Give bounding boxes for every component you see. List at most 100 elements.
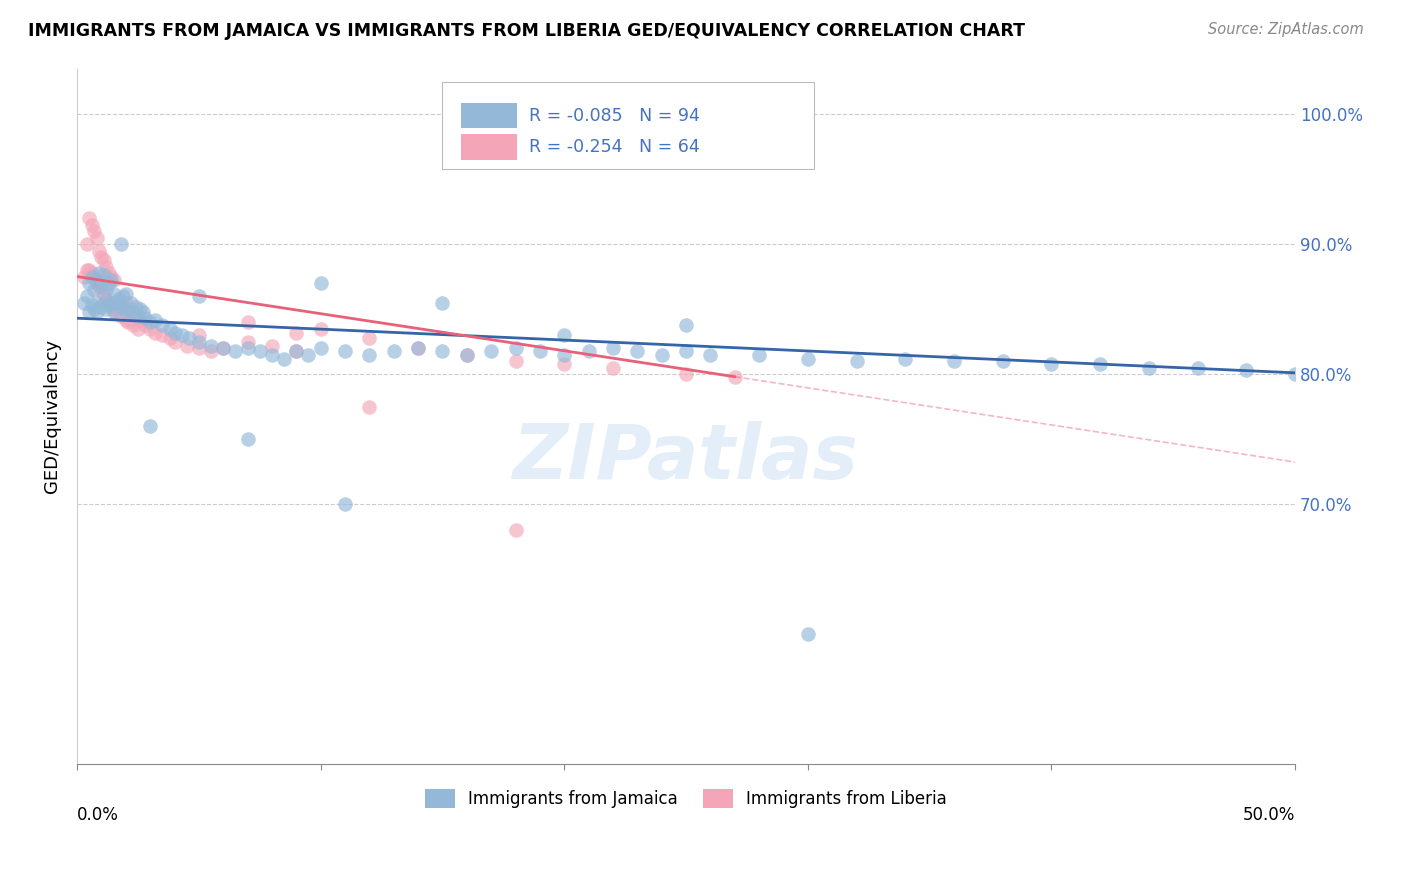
FancyBboxPatch shape bbox=[461, 103, 517, 128]
Point bbox=[100, 273, 122, 287]
Point bbox=[163, 326, 186, 340]
Point bbox=[797, 351, 820, 366]
Point bbox=[103, 286, 125, 301]
Point bbox=[87, 278, 110, 293]
Point bbox=[107, 292, 129, 306]
Point bbox=[90, 250, 112, 264]
Point bbox=[626, 343, 648, 358]
Point bbox=[103, 273, 125, 287]
Point bbox=[553, 348, 575, 362]
Point bbox=[77, 211, 100, 225]
Point bbox=[159, 331, 181, 345]
Point bbox=[212, 341, 235, 355]
Point bbox=[943, 354, 966, 368]
Point bbox=[105, 304, 128, 318]
Point bbox=[333, 497, 356, 511]
Point bbox=[845, 354, 868, 368]
Point bbox=[97, 266, 120, 280]
Point bbox=[1234, 363, 1257, 377]
Point bbox=[309, 321, 332, 335]
Point bbox=[105, 295, 128, 310]
Point bbox=[129, 302, 152, 317]
Point bbox=[150, 318, 173, 332]
Point bbox=[96, 292, 118, 306]
Point bbox=[96, 302, 118, 317]
Point bbox=[100, 295, 122, 310]
Point bbox=[991, 354, 1014, 368]
Point bbox=[100, 269, 122, 284]
Point bbox=[285, 343, 308, 358]
Point bbox=[87, 266, 110, 280]
Point bbox=[112, 289, 135, 303]
Point bbox=[894, 351, 917, 366]
Point bbox=[553, 328, 575, 343]
Point bbox=[77, 263, 100, 277]
Point bbox=[110, 309, 132, 323]
Point bbox=[143, 326, 166, 340]
Text: R = -0.254   N = 64: R = -0.254 N = 64 bbox=[529, 138, 700, 156]
Point bbox=[159, 321, 181, 335]
FancyBboxPatch shape bbox=[443, 82, 814, 169]
Text: ZIPatlas: ZIPatlas bbox=[513, 421, 859, 495]
Point bbox=[96, 260, 118, 275]
Point bbox=[187, 334, 209, 349]
Point bbox=[110, 237, 132, 252]
Point bbox=[297, 348, 319, 362]
Text: 0.0%: 0.0% bbox=[77, 806, 120, 824]
Point bbox=[333, 343, 356, 358]
Point bbox=[110, 300, 132, 314]
Point bbox=[124, 309, 146, 323]
Point bbox=[163, 334, 186, 349]
Point bbox=[699, 348, 721, 362]
Point bbox=[406, 341, 429, 355]
Point bbox=[260, 348, 283, 362]
Point bbox=[406, 341, 429, 355]
Point bbox=[553, 357, 575, 371]
Point bbox=[80, 266, 103, 280]
Point bbox=[90, 300, 112, 314]
Point bbox=[797, 627, 820, 641]
Point bbox=[236, 315, 259, 329]
Point bbox=[112, 300, 135, 314]
Point bbox=[86, 230, 108, 244]
Point bbox=[83, 302, 105, 317]
Point bbox=[134, 311, 156, 326]
Point bbox=[97, 295, 120, 310]
Point bbox=[127, 321, 149, 335]
Point bbox=[236, 432, 259, 446]
Point bbox=[83, 269, 105, 284]
Point bbox=[77, 304, 100, 318]
Point bbox=[1187, 360, 1209, 375]
Point bbox=[602, 360, 624, 375]
Legend: Immigrants from Jamaica, Immigrants from Liberia: Immigrants from Jamaica, Immigrants from… bbox=[419, 782, 953, 815]
Point bbox=[80, 269, 103, 284]
Point bbox=[114, 295, 136, 310]
Point bbox=[236, 341, 259, 355]
Point bbox=[77, 276, 100, 290]
Point bbox=[124, 300, 146, 314]
Point bbox=[200, 343, 222, 358]
Point bbox=[1088, 357, 1111, 371]
Point bbox=[114, 286, 136, 301]
Point bbox=[90, 283, 112, 297]
Point bbox=[83, 224, 105, 238]
Point bbox=[86, 304, 108, 318]
Point bbox=[117, 302, 139, 317]
Point bbox=[80, 218, 103, 232]
Point bbox=[120, 304, 142, 318]
Point bbox=[273, 351, 295, 366]
Text: 50.0%: 50.0% bbox=[1243, 806, 1295, 824]
Point bbox=[93, 268, 115, 283]
Point bbox=[578, 343, 600, 358]
Point bbox=[1040, 357, 1063, 371]
Point bbox=[76, 289, 98, 303]
Point bbox=[139, 321, 162, 335]
Point bbox=[382, 343, 405, 358]
Point bbox=[675, 343, 697, 358]
Point bbox=[236, 334, 259, 349]
Point bbox=[359, 331, 381, 345]
Point bbox=[285, 343, 308, 358]
Text: R = -0.085   N = 94: R = -0.085 N = 94 bbox=[529, 107, 700, 125]
Point bbox=[139, 315, 162, 329]
Point bbox=[132, 304, 155, 318]
